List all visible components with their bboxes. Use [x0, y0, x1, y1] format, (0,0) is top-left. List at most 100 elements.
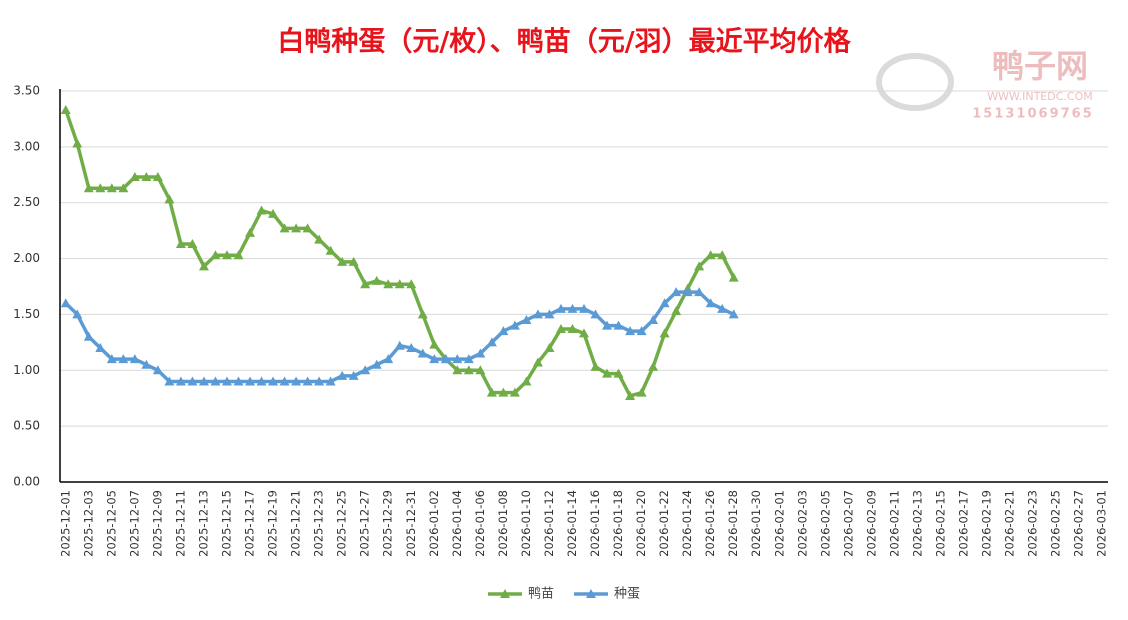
- x-tick-label: 2025-12-09: [150, 490, 164, 557]
- y-tick-label: 3.50: [13, 84, 40, 98]
- x-tick-label: 2025-12-31: [404, 490, 418, 557]
- point-marker: [371, 275, 382, 285]
- point-marker: [613, 320, 624, 330]
- x-tick-label: 2025-12-17: [243, 490, 257, 557]
- x-tick-label: 2026-02-19: [980, 490, 994, 557]
- x-tick-label: 2025-12-13: [196, 490, 210, 557]
- y-tick-label: 2.00: [13, 251, 40, 265]
- x-tick-label: 2026-02-15: [934, 490, 948, 557]
- point-marker: [72, 309, 83, 319]
- x-tick-label: 2026-01-16: [588, 490, 602, 557]
- point-marker: [383, 279, 394, 289]
- point-marker: [406, 342, 417, 352]
- x-tick-label: 2025-12-03: [81, 490, 95, 557]
- point-marker: [268, 376, 279, 386]
- point-marker: [509, 387, 520, 397]
- x-tick-label: 2026-01-04: [450, 490, 464, 557]
- point-marker: [544, 309, 555, 319]
- point-marker: [83, 183, 94, 193]
- chart-title: 白鸭种蛋（元/枚）、鸭苗（元/羽）最近平均价格: [277, 26, 851, 58]
- point-marker: [325, 245, 336, 255]
- legend-item: 鸭苗: [488, 587, 554, 602]
- point-marker: [590, 309, 601, 319]
- x-tick-label: 2025-12-21: [289, 490, 303, 557]
- point-marker: [567, 303, 578, 313]
- point-marker: [579, 328, 589, 338]
- point-marker: [314, 234, 325, 244]
- y-tick-label: 0.50: [13, 419, 40, 433]
- point-marker: [164, 194, 175, 204]
- x-tick-label: 2026-01-18: [611, 490, 625, 557]
- point-marker: [302, 376, 313, 386]
- x-tick-label: 2026-01-14: [565, 490, 579, 557]
- x-tick-label: 2025-12-29: [381, 490, 395, 557]
- point-marker: [521, 315, 532, 325]
- point-marker: [118, 183, 129, 193]
- point-marker: [141, 172, 152, 182]
- point-marker: [95, 183, 106, 193]
- point-marker: [256, 376, 267, 386]
- point-marker: [371, 359, 382, 369]
- point-marker: [210, 250, 221, 260]
- y-tick-label: 3.00: [13, 139, 40, 153]
- x-tick-label: 2026-02-27: [1072, 490, 1086, 557]
- point-marker: [95, 342, 106, 352]
- point-marker: [463, 354, 474, 364]
- x-tick-label: 2026-02-21: [1003, 490, 1017, 557]
- point-marker: [233, 376, 244, 386]
- point-marker: [509, 320, 520, 330]
- x-tick-label: 2026-03-01: [1095, 490, 1109, 557]
- point-marker: [152, 365, 163, 375]
- point-marker: [648, 361, 659, 371]
- point-marker: [717, 303, 728, 313]
- point-marker: [129, 172, 140, 182]
- watermark-phone: 15131069765: [972, 107, 1094, 122]
- x-tick-label: 2026-01-28: [726, 490, 740, 557]
- point-marker: [325, 376, 336, 386]
- point-marker: [106, 354, 117, 364]
- point-marker: [671, 306, 682, 316]
- point-marker: [60, 104, 71, 114]
- point-marker: [440, 354, 451, 364]
- point-marker: [302, 223, 313, 233]
- y-tick-label: 1.00: [13, 363, 40, 377]
- x-tick-label: 2026-02-01: [772, 490, 786, 557]
- point-marker: [728, 309, 739, 319]
- point-marker: [175, 376, 186, 386]
- legend-marker: [586, 589, 596, 598]
- point-marker: [682, 287, 693, 297]
- y-tick-label: 1.50: [13, 307, 40, 321]
- x-tick-label: 2025-12-07: [127, 490, 141, 557]
- point-marker: [590, 361, 601, 371]
- x-tick-label: 2026-02-07: [841, 490, 855, 557]
- x-tick-label: 2026-02-09: [864, 490, 878, 557]
- point-marker: [83, 331, 94, 341]
- x-tick-label: 2026-02-23: [1026, 490, 1040, 557]
- point-marker: [291, 223, 302, 233]
- legend-marker: [500, 589, 510, 598]
- x-tick-label: 2026-02-13: [910, 490, 924, 557]
- point-marker: [268, 208, 279, 218]
- x-tick-label: 2025-12-11: [173, 490, 187, 557]
- watermark: 鸭子网 WWW.INTEDC.COM 15131069765: [876, 47, 1094, 122]
- point-marker: [705, 298, 716, 308]
- point-marker: [360, 365, 371, 375]
- x-tick-label: 2026-01-12: [542, 490, 556, 557]
- point-marker: [314, 376, 325, 386]
- point-marker: [452, 365, 463, 375]
- point-marker: [245, 376, 256, 386]
- point-marker: [705, 250, 716, 260]
- point-marker: [728, 272, 739, 282]
- point-marker: [279, 223, 290, 233]
- y-tick-label: 0.00: [13, 475, 40, 489]
- point-marker: [521, 376, 532, 386]
- point-marker: [348, 370, 359, 380]
- x-tick-label: 2026-01-02: [427, 490, 441, 557]
- point-marker: [555, 323, 566, 333]
- x-tick-label: 2025-12-05: [104, 490, 118, 557]
- point-marker: [498, 387, 509, 397]
- point-marker: [579, 303, 589, 313]
- x-tick-label: 2026-01-22: [657, 490, 671, 557]
- x-tick-label: 2026-01-10: [519, 490, 533, 557]
- point-marker: [394, 340, 405, 350]
